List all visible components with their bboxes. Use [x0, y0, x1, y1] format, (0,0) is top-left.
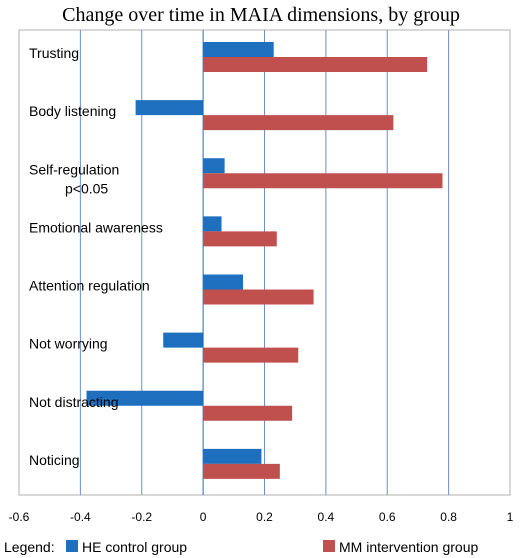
bar	[135, 100, 204, 116]
bar	[203, 463, 280, 479]
bar	[203, 448, 262, 464]
bar	[86, 390, 204, 406]
bar	[203, 158, 225, 174]
bar	[203, 173, 443, 189]
category-label: Emotional awareness	[29, 219, 163, 235]
legend: Legend: HE control group MM intervention g…	[4, 539, 479, 555]
category-labels: Trusting Body listening Self-regulation p<0…	[29, 45, 163, 468]
bar	[203, 42, 274, 57]
x-tick-label: -0.6	[9, 510, 30, 524]
category-label: Noticing	[29, 452, 80, 468]
bar	[203, 57, 428, 72]
legend-swatch	[323, 540, 335, 552]
x-tick-label: 0.2	[256, 510, 273, 524]
bar	[203, 115, 394, 131]
bar	[203, 405, 293, 421]
x-tick-label: -0.2	[131, 510, 152, 524]
legend-item: HE control group	[82, 539, 187, 555]
category-label: Attention regulation	[29, 278, 150, 294]
bar	[203, 347, 299, 363]
category-label: Body listening	[29, 103, 116, 119]
bar	[163, 332, 204, 348]
legend-item: MM intervention group	[339, 539, 479, 555]
bar	[203, 216, 222, 232]
bar	[203, 231, 277, 247]
x-tick-label: 1	[507, 510, 514, 524]
bar	[203, 289, 314, 305]
chart-title: Change over time in MAIA dimensions, by …	[62, 4, 460, 26]
category-label: Self-regulation	[29, 161, 119, 177]
x-tick-label: -0.4	[70, 510, 91, 524]
x-tick-label: 0.4	[318, 510, 335, 524]
category-label: Not distracting	[29, 394, 118, 410]
legend-swatch	[66, 540, 78, 552]
category-label: Trusting	[29, 45, 79, 61]
x-tick-label: 0	[200, 510, 207, 524]
legend-label: Legend:	[4, 539, 55, 555]
category-label: Not worrying	[29, 336, 108, 352]
bars	[86, 42, 443, 479]
x-tick-label: 0.6	[379, 510, 396, 524]
bar	[203, 274, 244, 290]
x-tick-labels: -0.6 -0.4 -0.2 0 0.2 0.4 0.6 0.8 1	[9, 510, 514, 524]
x-tick-label: 0.8	[440, 510, 457, 524]
grid-lines	[79, 30, 450, 495]
category-label: p<0.05	[65, 180, 108, 196]
